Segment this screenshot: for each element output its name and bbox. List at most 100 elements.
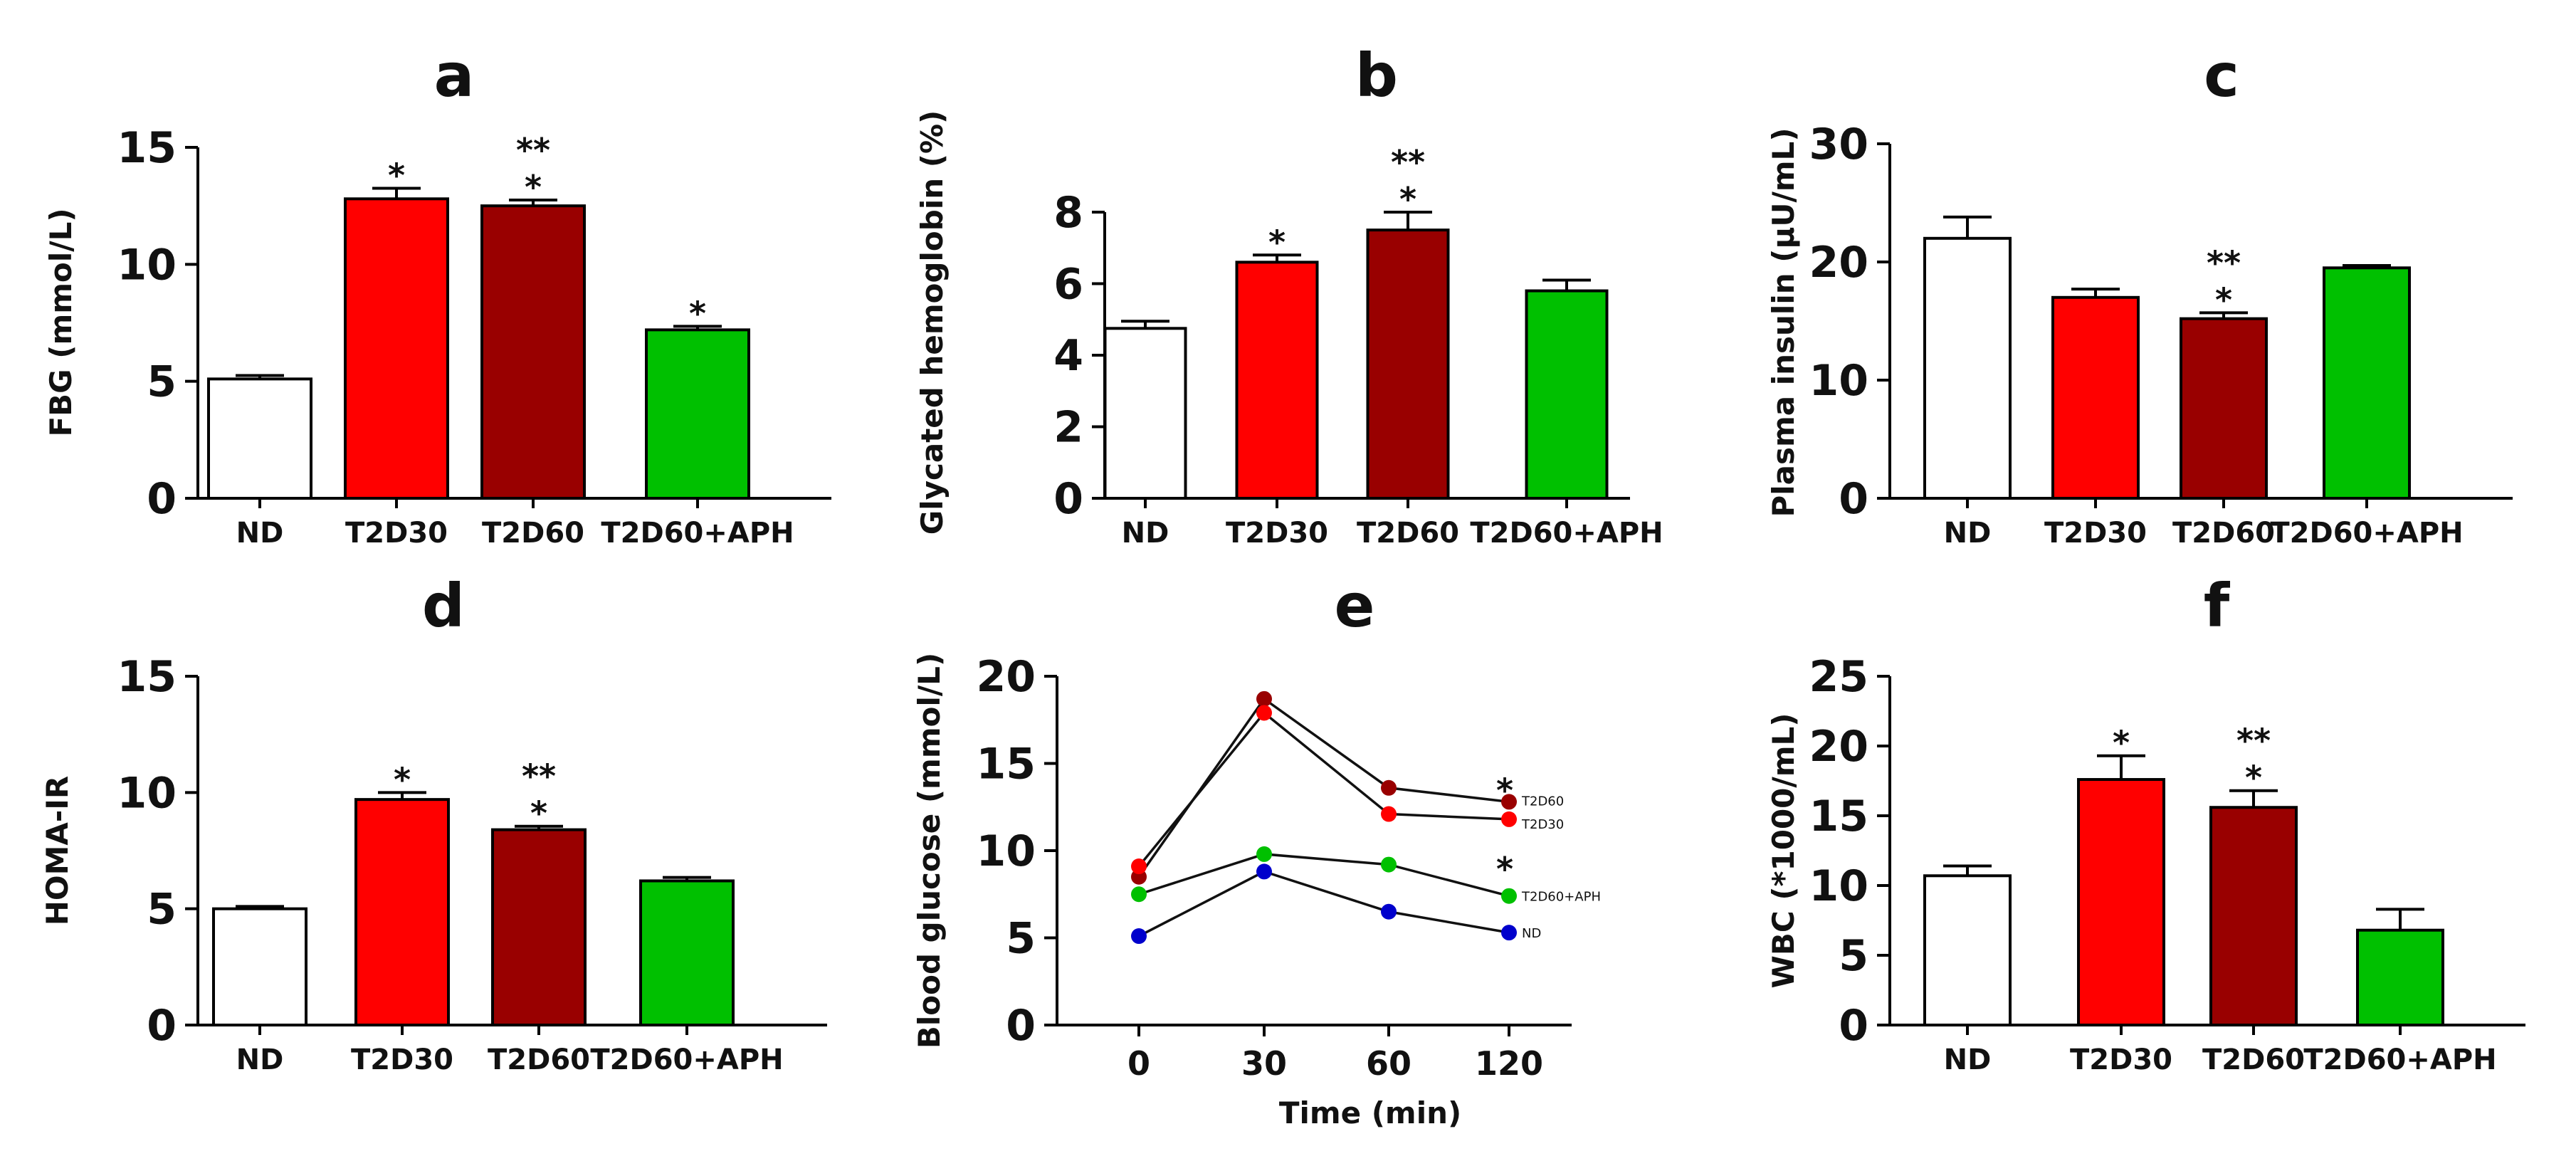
significance-mark: * [689,294,706,332]
bar [480,204,586,500]
bar [2356,928,2444,1026]
y-tick-label: 0 [147,474,177,524]
significance-mark: * [2113,724,2130,762]
data-point [1256,690,1272,707]
bar [2180,317,2268,500]
y-tick-label: 20 [1809,238,1869,288]
x-tick-label: T2D60 [2172,517,2275,550]
significance-mark: * [1496,850,1513,888]
y-tick-label: 15 [117,652,177,702]
x-tick-label: ND [1122,517,1169,550]
x-tick-label: ND [236,1044,284,1076]
panel-letter-c: c [2204,41,2239,110]
bar [212,907,307,1026]
x-tick-label: T2D60 [488,1044,590,1076]
y-tick-label: 30 [1809,120,1869,169]
x-tick-label: 60 [1366,1044,1411,1083]
bar [1923,874,2012,1027]
data-point [1256,863,1272,880]
bar [344,197,449,500]
significance-mark: * [2215,280,2232,319]
y-axis-title: HOMA-IR [40,776,75,926]
bar [1525,289,1609,500]
y-tick-label: 10 [1809,861,1869,911]
significance-mark: * [530,794,547,833]
y-tick-label: 2 [1053,403,1083,453]
significance-mark: ** [516,131,550,169]
panel-letter-b: b [1355,41,1398,110]
significance-mark: * [394,760,411,799]
x-tick-label: T2D60+APH [1470,517,1663,550]
panel-letter-a: a [434,41,475,110]
y-tick-label: 10 [1809,356,1869,406]
y-axis-title: Blood glucose (mmol/L) [912,653,947,1049]
bar [2077,778,2165,1027]
y-tick-label: 10 [977,826,1036,876]
y-tick-label: 25 [1809,652,1869,702]
significance-mark: ** [1391,143,1425,182]
x-axis-title: Time (min) [1279,1096,1461,1130]
x-tick-label: T2D60+APH [601,517,794,550]
x-tick-label: T2D30 [345,517,448,550]
x-tick-label: T2D60+APH [2270,517,2463,550]
significance-mark: * [1496,771,1513,809]
y-tick-label: 15 [117,123,177,173]
data-point [1501,925,1517,941]
significance-mark: ** [2236,722,2271,760]
bar [2209,806,2298,1026]
y-tick-label: 5 [147,885,177,935]
bar [354,798,450,1026]
y-tick-label: 5 [147,357,177,407]
x-tick-label: T2D30 [2044,517,2147,550]
x-tick-label: T2D60 [482,517,584,550]
series-label: T2D60 [1521,794,1564,809]
bar [2323,266,2411,500]
y-axis-title: Plasma insulin (µU/mL) [1766,127,1801,517]
series-line [1138,870,1510,937]
y-tick-label: 20 [977,652,1036,702]
x-tick-label: 0 [1127,1044,1150,1083]
bar [1103,327,1187,500]
y-tick-label: 10 [117,240,177,290]
data-point [1501,811,1517,827]
series-line [1138,853,1510,898]
y-tick-label: 15 [977,740,1036,789]
x-tick-label: T2D60+APH [2303,1044,2496,1076]
x-tick-label: T2D60 [1357,517,1459,550]
panel-b: b Glycated hemoglobin (%) 0 2 4 6 8 ND T2D30 * T2D… [915,41,1663,550]
y-tick-label: 10 [117,768,177,818]
bar [639,879,735,1027]
y-axis-title: FBG (mmol/L) [43,208,78,436]
bar [645,328,750,500]
panel-letter-d: d [422,571,465,641]
data-point [1131,858,1147,875]
bar [207,377,312,500]
data-point [1381,806,1397,822]
bar [1235,261,1319,500]
y-tick-label: 6 [1053,260,1083,310]
y-tick-label: 8 [1053,188,1083,238]
x-tick-label: ND [236,517,284,550]
significance-mark: ** [522,757,556,796]
bar [1366,228,1450,500]
y-tick-label: 0 [1006,1001,1036,1051]
series-line [1137,697,1510,878]
y-tick-label: 20 [1809,722,1869,772]
y-tick-label: 15 [1809,792,1869,841]
data-point [1131,928,1147,945]
data-point [1131,886,1147,903]
series-T2D30: T2D30 * [1131,705,1564,888]
data-point [1381,903,1397,920]
x-tick-label: T2D30 [1226,517,1328,550]
y-tick-label: 0 [1839,1001,1868,1051]
x-tick-label: T2D60+APH [590,1044,783,1076]
y-axis-title: WBC (*1000/mL) [1766,713,1801,989]
data-point [1256,705,1272,721]
y-tick-label: 5 [1839,931,1868,981]
series-ND: ND [1131,863,1541,945]
x-tick-label: 120 [1475,1044,1543,1083]
bar [1923,236,2012,500]
significance-mark: * [388,157,405,195]
data-point [1501,888,1517,904]
